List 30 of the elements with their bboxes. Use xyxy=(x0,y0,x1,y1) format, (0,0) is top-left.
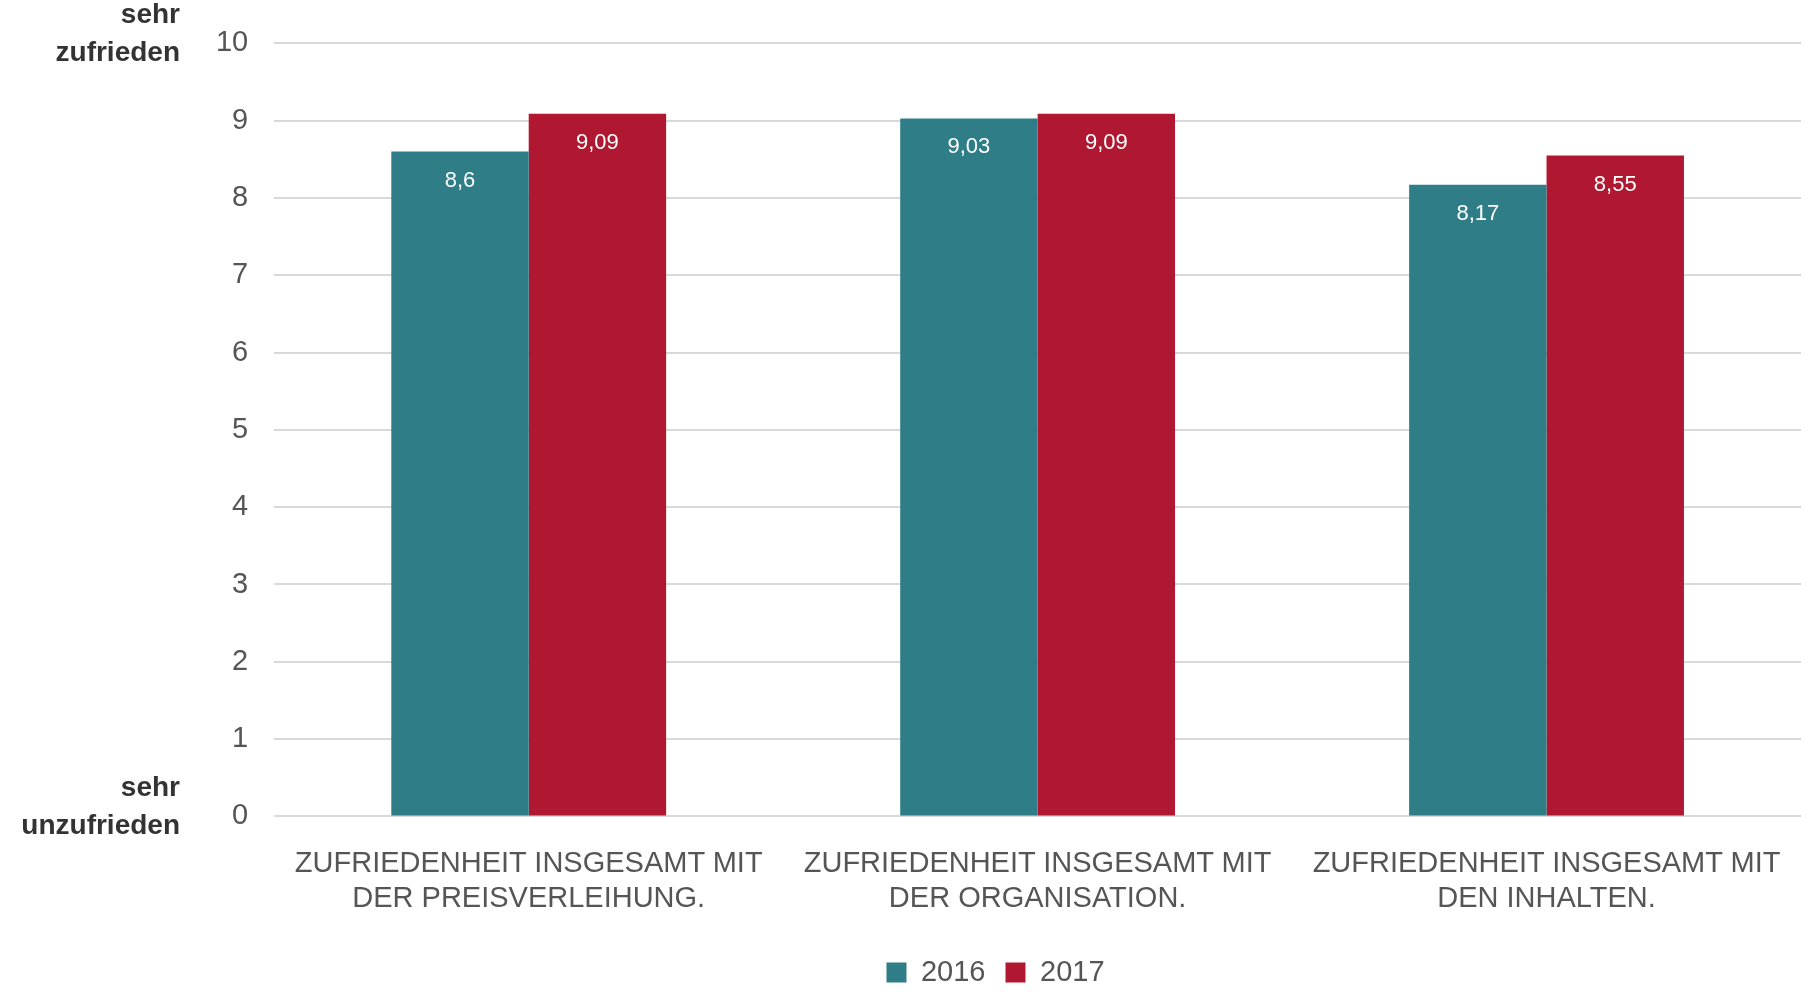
legend-label: 2016 xyxy=(920,954,986,987)
y-tick-label: 5 xyxy=(232,411,249,444)
y-tick-label: 10 xyxy=(215,25,249,58)
data-label: 9,09 xyxy=(576,128,619,154)
x-tick-label: ZUFRIEDENHEIT INSGESAMT MIT DER ORGANISATION. xyxy=(803,845,1272,913)
y-tick-label: 9 xyxy=(232,102,249,135)
legend-label: 2017 xyxy=(1040,954,1105,987)
y-tick-label: 3 xyxy=(232,566,249,599)
y-tick-label: 6 xyxy=(232,334,249,367)
text: sehr zufrieden xyxy=(55,0,181,68)
y-tick-label: 2 xyxy=(232,643,249,676)
y-tick-label: 8 xyxy=(232,180,249,212)
data-label: 8,17 xyxy=(1456,199,1500,225)
y-tick-label: 0 xyxy=(232,798,249,831)
x-tick-label: ZUFRIEDENHEIT INSGESAMT MIT DER PREISVERLEIHUNG. xyxy=(294,845,763,913)
data-label: 8,6 xyxy=(444,166,476,192)
y-tick-label: 7 xyxy=(232,257,249,290)
bar xyxy=(528,113,667,816)
bar xyxy=(900,118,1038,816)
bar xyxy=(1037,113,1176,816)
x-tick-label: ZUFRIEDENHEIT INSGESAMT MIT DEN INHALTEN. xyxy=(1312,845,1781,913)
data-label: 8,55 xyxy=(1593,170,1637,196)
y-tick-label: 4 xyxy=(232,489,249,522)
bar xyxy=(1546,155,1684,816)
data-label: 9,09 xyxy=(1084,128,1128,154)
text: sehr unzufrieden xyxy=(21,771,181,841)
y-tick-label: 1 xyxy=(232,721,249,754)
data-label: 9,03 xyxy=(947,133,991,159)
bar xyxy=(391,151,529,816)
bar xyxy=(1409,184,1547,816)
